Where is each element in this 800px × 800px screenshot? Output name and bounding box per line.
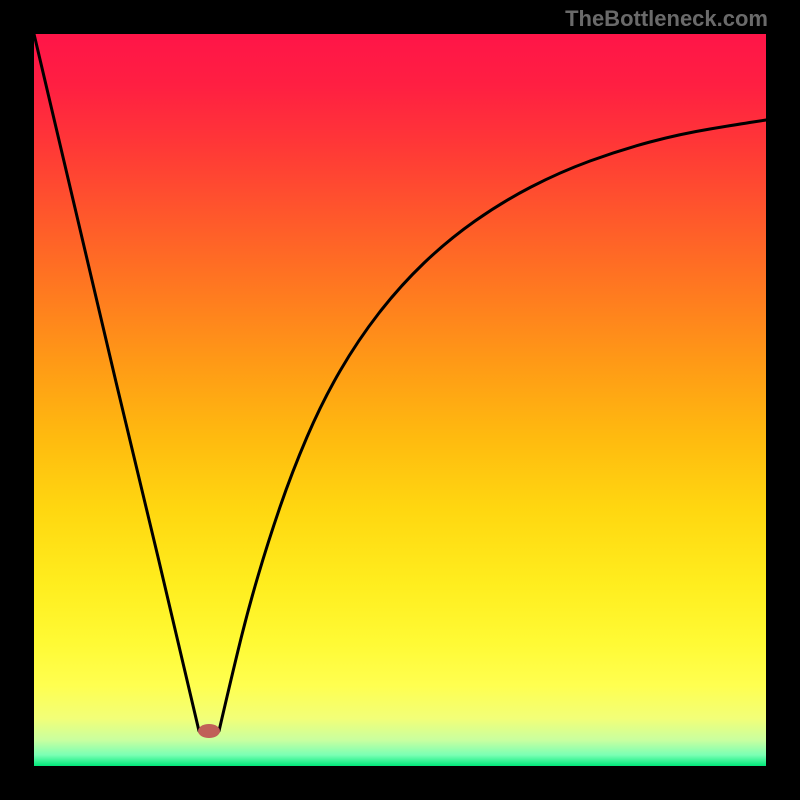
- plot-area: [34, 34, 766, 766]
- chart-svg: [0, 0, 800, 800]
- watermark-text: TheBottleneck.com: [565, 6, 768, 32]
- minimum-marker: [198, 724, 220, 738]
